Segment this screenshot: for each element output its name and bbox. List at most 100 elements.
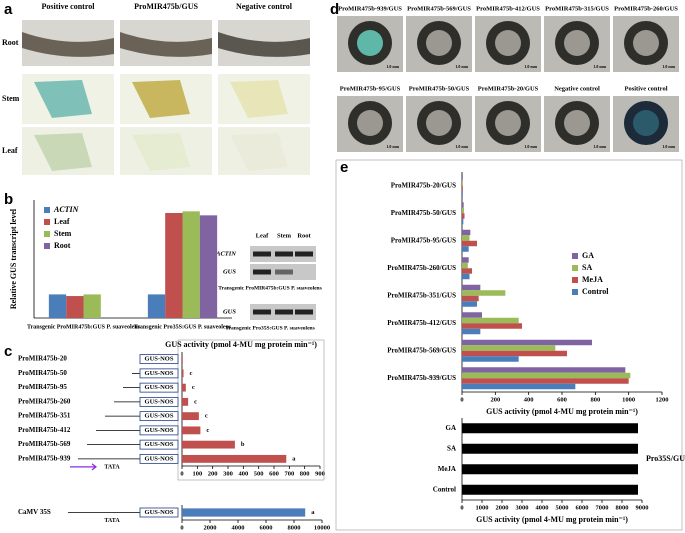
scale-bar-label: 1.0 mm [386,64,399,69]
x-tick-label: 800 [300,470,310,477]
x-tick-label: 600 [269,470,279,477]
bar [462,290,506,296]
legend-label: Stem [54,229,72,238]
significance-letter: a [292,455,296,462]
panel-letter: b [4,191,13,208]
gel-band [295,309,313,315]
construct-box [139,507,179,518]
legend-swatch [572,277,578,283]
bar [462,240,477,247]
row-label: Stem [2,94,20,103]
bar [199,215,218,318]
scale-bar-label: 1.0 mm [593,144,606,149]
x-tick-label: Transgenic ProMIR475b:GUS P. suaveolens [27,324,141,330]
legend-label: SA [582,263,592,272]
photo-label: ProMIR475b-569/GUS [407,5,471,12]
construct-label: GUS-NOS [145,509,174,516]
x-tick-label: 1000 [476,504,489,511]
significance-letter: a [311,509,315,516]
bar [462,207,464,214]
bar [182,508,306,517]
category-label: ProMIR475b-351/GUS [387,291,456,299]
category-label: ProMIR475b-20/GUS [391,181,456,189]
bar [462,372,631,379]
bar [48,294,67,318]
category-label: SA [447,444,456,452]
legend-label: GA [582,251,594,260]
photo-label: ProMIR475b-939/GUS [338,5,402,12]
root-specimen [120,32,212,57]
category-label: MeJA [438,465,456,473]
x-tick-label: 9000 [636,504,649,511]
bar [182,412,199,421]
tissue-specimen [230,133,288,171]
gel-caption: Transgenic Pro35S:GUS P. suaveolens [225,325,314,331]
x-tick-label: 800 [590,396,600,403]
gel-band [253,269,271,275]
legend-label: Root [54,241,71,250]
tissue-specimen [34,80,92,118]
gel-row-label: GUS [223,308,236,315]
bar [462,235,470,241]
bar [462,423,638,434]
panel-letter: c [4,343,12,360]
photo-label: ProMIR475b-412/GUS [476,5,540,12]
photo-label: ProMIR475b-95/GUS [340,85,401,92]
x-tick-label: 6000 [576,504,589,511]
x-tick-label: 100 [192,470,202,477]
category-label: CaMV 35S [18,508,51,516]
stem-core [426,110,452,136]
gel-row-label: GUS [223,268,236,275]
scale-bar-label: 1.0 mm [524,64,537,69]
gel-band [275,269,293,275]
category-label: ProMIR475b-351 [18,412,71,420]
bar [182,383,186,392]
bar [462,229,471,236]
category-label: ProMIR475b-260 [18,397,71,405]
significance-letter: c [190,370,193,377]
construct-label: GUS-NOS [145,384,174,391]
bar [462,218,464,225]
row-label: Leaf [2,146,18,155]
construct-box [139,354,179,365]
legend-label: MeJA [582,275,603,284]
photo-label: ProMIR475b-20/GUS [478,85,539,92]
legend-label: ACTIN [53,205,80,214]
x-tick-label: 5000 [556,504,569,511]
category-label: ProMIR475b-50/GUS [391,209,456,217]
x-tick-label: 400 [524,396,534,403]
bar [462,345,556,351]
scale-bar-label: 1.0 mm [662,64,675,69]
construct-box [139,368,179,379]
x-tick-label: 8000 [616,504,629,511]
bar [462,202,464,208]
legend-swatch [572,289,578,295]
panel-c-frame [177,339,325,481]
bar [462,443,638,454]
legend-swatch [44,207,50,213]
legend-swatch [44,243,50,249]
photo-label: ProMIR475b-50/GUS [409,85,470,92]
bar [462,464,638,475]
x-tick-label: 2000 [204,524,217,531]
lane-label: Stem [277,232,292,239]
category-label: ProMIR475b-95 [18,383,67,391]
stem-core [564,30,590,56]
bar [182,355,183,364]
category-label: ProMIR475b-412 [18,426,71,434]
bar [462,378,629,384]
category-label: ProMIR475b-260/GUS [387,264,456,272]
lane-label: Leaf [256,232,269,239]
scale-bar-label: 1.0 mm [386,144,399,149]
photo-label: Positive control [624,85,667,92]
category-label: ProMIR475b-939/GUS [387,374,456,382]
x-tick-label: 8000 [288,524,301,531]
significance-letter: c [205,413,208,420]
x-tick-label: 4000 [536,504,549,511]
chart-title: GUS activity (pmol 4-MU mg protein min⁻¹… [165,340,317,349]
x-tick-label: 3000 [516,504,529,511]
stem-core [495,110,521,136]
construct-label: GUS-NOS [145,441,174,448]
row-label: Root [2,38,19,47]
